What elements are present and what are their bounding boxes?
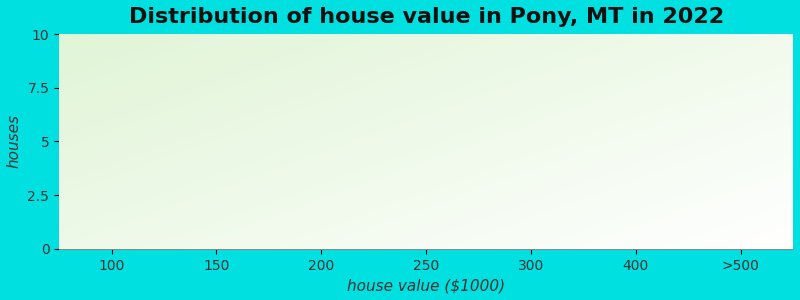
Bar <box>382 51 470 249</box>
Bar <box>696 111 785 249</box>
Title: Distribution of house value in Pony, MT in 2022: Distribution of house value in Pony, MT … <box>129 7 724 27</box>
Bar <box>277 161 366 249</box>
Y-axis label: houses: houses <box>7 114 22 168</box>
Text: City-Data.com: City-Data.com <box>687 40 771 53</box>
X-axis label: house value ($1000): house value ($1000) <box>347 278 505 293</box>
Bar <box>486 195 575 249</box>
Bar <box>591 92 680 249</box>
Bar <box>67 189 156 249</box>
